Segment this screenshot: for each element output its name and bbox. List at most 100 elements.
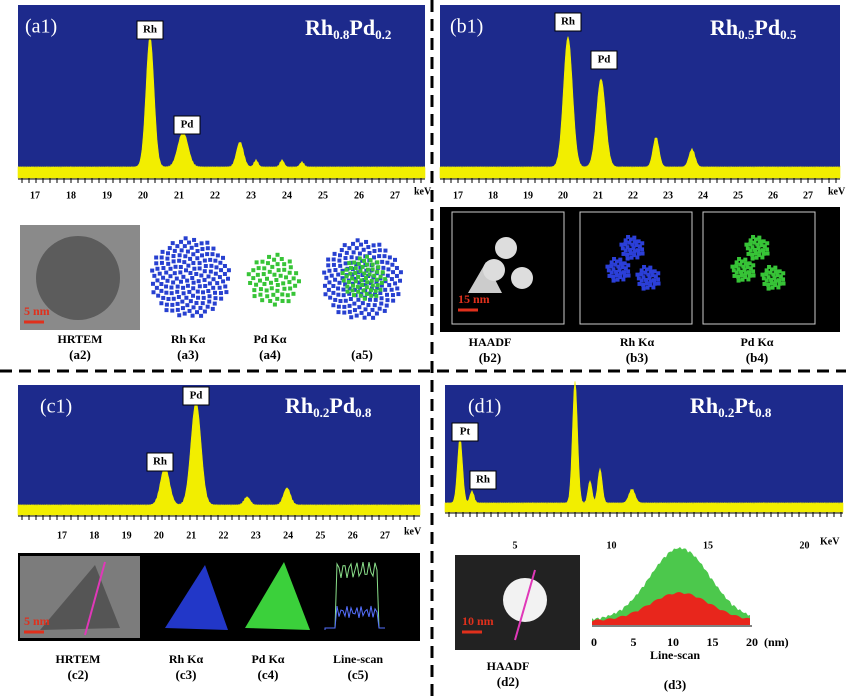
map-pixel (767, 287, 771, 291)
map-pixel (757, 249, 761, 253)
map-pixel (636, 248, 640, 252)
map-pixel (187, 290, 191, 294)
map-pixel (159, 289, 163, 293)
map-pixel (266, 261, 270, 265)
map-pixel (365, 280, 369, 284)
map-pixel (280, 257, 284, 261)
x-tick-label: 20 (800, 540, 810, 551)
map-pixel (391, 299, 395, 303)
map-pixel (375, 260, 379, 264)
image-label: (d2) (497, 674, 519, 689)
composition-part: Pt (734, 393, 755, 418)
map-pixel (378, 288, 382, 292)
map-pixel (218, 286, 222, 290)
map-pixel (200, 241, 204, 245)
map-pixel (274, 278, 278, 282)
map-pixel (367, 312, 371, 316)
map-pixel (226, 277, 230, 281)
x-tick-label: 26 (768, 190, 778, 201)
x-tick-label: 20 (154, 530, 164, 541)
map-pixel (260, 298, 264, 302)
x-tick-label: 21 (593, 190, 603, 201)
x-tick-label: 26 (348, 530, 358, 541)
map-pixel (219, 291, 223, 295)
map-pixel (326, 258, 330, 262)
map-pixel (265, 294, 269, 298)
map-pixel (188, 309, 192, 313)
map-pixel (345, 251, 349, 255)
map-pixel (277, 268, 281, 272)
map-pixel (286, 293, 290, 297)
map-pixel (281, 281, 285, 285)
composition-part: 0.5 (738, 27, 755, 42)
map-pixel (272, 273, 276, 277)
map-pixel (375, 312, 379, 316)
map-pixel (171, 241, 175, 245)
map-pixel (188, 271, 192, 275)
map-pixel (173, 249, 177, 253)
map-pixel (262, 266, 266, 270)
composition-part: Pd (349, 15, 375, 40)
map-pixel (188, 257, 192, 261)
map-pixel (353, 308, 357, 312)
map-pixel (288, 286, 292, 290)
map-pixel (276, 283, 280, 287)
composition-part: 0.8 (755, 405, 772, 420)
map-pixel (168, 246, 172, 250)
map-pixel (337, 281, 341, 285)
map-pixel (198, 261, 202, 265)
scale-label: 5 nm (24, 304, 50, 318)
map-pixel (652, 278, 656, 282)
map-pixel (336, 310, 340, 314)
map-pixel (395, 286, 399, 290)
map-pixel (338, 253, 342, 257)
map-pixel (175, 244, 179, 248)
map-pixel (399, 270, 403, 274)
map-pixel (203, 278, 207, 282)
map-pixel (352, 302, 356, 306)
map-pixel (653, 282, 657, 286)
map-pixel (391, 270, 395, 274)
map-pixel (289, 265, 293, 269)
map-pixel (766, 252, 770, 256)
map-pixel (273, 303, 277, 307)
map-pixel (379, 275, 383, 279)
map-pixel (342, 311, 346, 315)
image-label: (d3) (664, 677, 686, 692)
map-pixel (637, 252, 641, 256)
map-pixel (160, 261, 164, 265)
x-tick-label: 5 (631, 635, 637, 649)
map-pixel (203, 259, 207, 263)
map-pixel (776, 285, 780, 289)
x-tick-label: 5 (513, 540, 518, 551)
map-pixel (181, 275, 185, 279)
map-pixel (361, 301, 365, 305)
map-pixel (199, 274, 203, 278)
map-pixel (743, 258, 747, 262)
map-pixel (641, 252, 645, 256)
map-pixel (767, 265, 771, 269)
map-pixel (287, 299, 291, 303)
map-pixel (256, 273, 260, 277)
map-pixel (253, 294, 257, 298)
map-pixel (282, 287, 286, 291)
map-pixel (150, 269, 154, 273)
map-pixel (268, 270, 272, 274)
map-pixel (330, 274, 334, 278)
map-pixel (368, 272, 372, 276)
map-pixel (175, 277, 179, 281)
map-pixel (200, 247, 204, 251)
map-pixel (224, 290, 228, 294)
image-label: (c2) (68, 667, 89, 682)
x-tick-label: 22 (219, 530, 229, 541)
map-pixel (164, 291, 168, 295)
scale-label: 10 nm (462, 614, 494, 628)
particle (495, 237, 517, 259)
map-pixel (355, 246, 359, 250)
map-pixel (208, 258, 212, 262)
map-pixel (211, 307, 215, 311)
map-pixel (170, 309, 174, 313)
map-pixel (383, 249, 387, 253)
map-pixel (761, 248, 765, 252)
x-tick-label: 17 (453, 190, 463, 201)
